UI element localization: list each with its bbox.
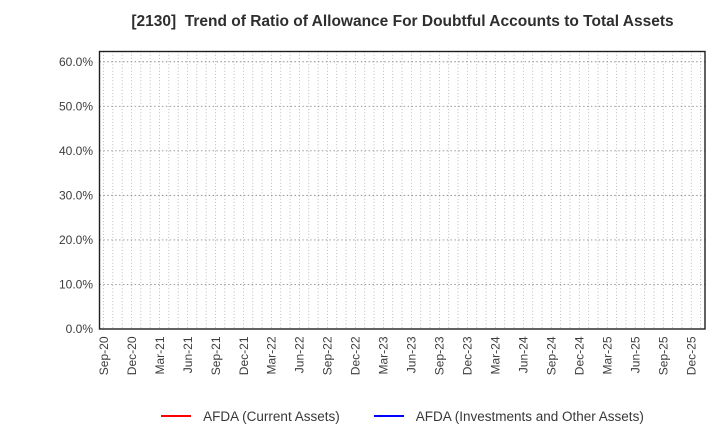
svg-text:Jun-22: Jun-22 — [293, 336, 307, 373]
svg-text:Sep-21: Sep-21 — [209, 336, 223, 375]
svg-text:Sep-24: Sep-24 — [545, 336, 559, 375]
svg-text:Sep-22: Sep-22 — [321, 336, 335, 375]
blue-line-legend-swatch-icon — [373, 415, 404, 417]
svg-text:Sep-20: Sep-20 — [97, 336, 111, 375]
svg-text:Mar-24: Mar-24 — [489, 336, 503, 374]
legend-label-afda-current-assets: AFDA (Current Assets) — [203, 408, 340, 424]
svg-text:Mar-23: Mar-23 — [377, 336, 391, 374]
legend-item-afda-current-assets: AFDA (Current Assets) — [161, 409, 340, 424]
svg-text:Dec-20: Dec-20 — [125, 336, 139, 375]
svg-text:40.0%: 40.0% — [59, 144, 93, 158]
svg-text:Jun-21: Jun-21 — [181, 336, 195, 373]
svg-text:Mar-25: Mar-25 — [601, 336, 615, 374]
svg-text:Sep-25: Sep-25 — [657, 336, 671, 375]
svg-text:Dec-22: Dec-22 — [349, 336, 363, 375]
svg-text:0.0%: 0.0% — [66, 322, 94, 336]
svg-text:Dec-21: Dec-21 — [237, 336, 251, 375]
svg-text:Dec-24: Dec-24 — [573, 336, 587, 375]
svg-text:20.0%: 20.0% — [59, 233, 93, 247]
legend-item-afda-investments: AFDA (Investments and Other Assets) — [373, 408, 644, 424]
svg-text:60.0%: 60.0% — [59, 55, 93, 69]
svg-text:10.0%: 10.0% — [59, 278, 93, 292]
svg-text:Mar-21: Mar-21 — [153, 336, 167, 374]
svg-text:Dec-23: Dec-23 — [461, 336, 475, 375]
svg-text:50.0%: 50.0% — [59, 99, 93, 113]
red-line-legend-swatch-icon — [161, 415, 192, 417]
svg-text:Jun-24: Jun-24 — [517, 336, 531, 373]
svg-text:30.0%: 30.0% — [59, 189, 93, 203]
chart-legend: AFDA (Current Assets) AFDA (Investments … — [100, 404, 705, 428]
svg-text:Mar-22: Mar-22 — [265, 336, 279, 374]
svg-text:Jun-23: Jun-23 — [405, 336, 419, 373]
svg-text:Sep-23: Sep-23 — [433, 336, 447, 375]
svg-text:Jun-25: Jun-25 — [629, 336, 643, 373]
legend-label-afda-investments: AFDA (Investments and Other Assets) — [415, 408, 644, 424]
svg-text:Dec-25: Dec-25 — [685, 336, 699, 375]
chart-title: [2130] Trend of Ratio of Allowance For D… — [131, 13, 674, 30]
